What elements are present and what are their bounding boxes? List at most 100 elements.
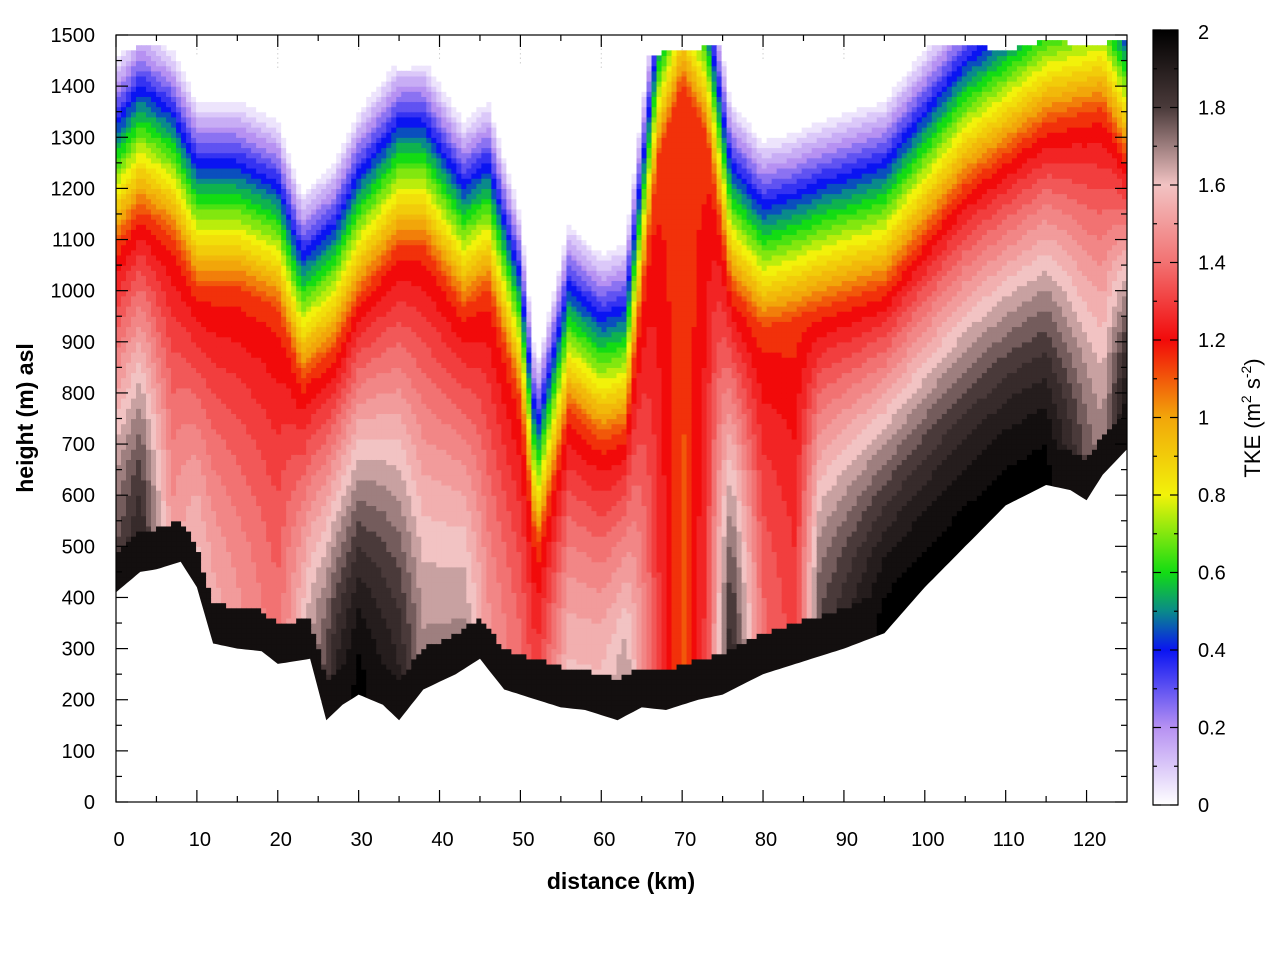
tke-cell xyxy=(201,183,207,189)
tke-cell xyxy=(181,362,187,368)
tke-cell xyxy=(326,469,332,476)
tke-cell xyxy=(301,132,307,138)
tke-cell xyxy=(326,162,332,169)
tke-cell xyxy=(161,469,167,476)
tke-cell xyxy=(271,254,277,261)
tke-cell xyxy=(156,265,162,271)
tke-cell xyxy=(281,602,287,609)
tke-cell xyxy=(131,116,137,123)
tke-cell xyxy=(221,311,227,317)
tke-cell xyxy=(166,91,172,97)
tke-cell xyxy=(216,617,222,624)
tke-cell xyxy=(191,127,197,133)
tke-cell xyxy=(246,244,252,251)
tke-cell xyxy=(291,336,297,343)
tke-cell xyxy=(126,438,132,445)
tke-cell xyxy=(266,418,272,425)
tke-cell xyxy=(261,479,267,486)
tke-cell xyxy=(211,403,217,409)
tke-cell xyxy=(276,433,282,440)
tke-cell xyxy=(206,495,212,501)
tke-cell xyxy=(131,474,137,481)
tke-cell xyxy=(191,398,197,404)
tke-cell xyxy=(196,142,202,149)
tke-cell xyxy=(141,178,147,184)
tke-cell xyxy=(241,377,247,384)
tke-cell xyxy=(266,295,272,302)
tke-cell xyxy=(156,275,162,282)
tke-cell xyxy=(316,592,322,599)
tke-cell xyxy=(156,254,162,261)
tke-cell xyxy=(326,295,332,302)
tke-cell xyxy=(211,147,217,154)
tke-cell xyxy=(266,510,272,517)
tke-cell xyxy=(156,91,162,97)
tke-cell xyxy=(256,398,262,404)
tke-cell xyxy=(276,464,282,471)
tke-cell xyxy=(331,577,337,583)
tke-cell xyxy=(121,423,127,430)
tke-cell xyxy=(176,50,182,57)
tke-cell xyxy=(311,612,317,619)
tke-cell xyxy=(306,433,312,440)
tke-cell xyxy=(261,607,267,614)
tke-cell xyxy=(266,203,272,210)
tke-cell xyxy=(141,341,147,348)
tke-cell xyxy=(226,152,232,159)
tke-cell xyxy=(256,193,262,200)
tke-cell xyxy=(271,474,277,481)
tke-cell xyxy=(201,157,207,164)
tke-cell xyxy=(141,495,147,501)
tke-cell xyxy=(196,464,202,471)
tke-cell xyxy=(246,367,252,374)
tke-cell xyxy=(326,653,332,660)
tke-cell xyxy=(201,510,207,517)
tke-cell xyxy=(136,418,142,425)
tke-cell xyxy=(161,484,167,491)
tke-cell xyxy=(201,479,207,486)
tke-cell xyxy=(196,392,202,399)
tke-cell xyxy=(276,280,282,287)
tke-cell xyxy=(261,326,267,333)
tke-cell xyxy=(231,157,237,164)
tke-cell xyxy=(261,346,267,353)
tke-cell xyxy=(266,428,272,435)
tke-cell xyxy=(131,520,137,527)
tke-cell xyxy=(301,464,307,471)
tke-cell xyxy=(211,101,217,108)
tke-cell xyxy=(236,198,242,205)
tke-cell xyxy=(331,198,337,205)
tke-cell xyxy=(146,362,152,368)
tke-cell xyxy=(186,536,192,542)
tke-cell xyxy=(141,295,147,302)
tke-cell xyxy=(286,495,292,501)
tke-cell xyxy=(116,219,122,225)
tke-cell xyxy=(261,490,267,496)
tke-cell xyxy=(136,101,142,108)
tke-cell xyxy=(191,474,197,481)
tke-cell xyxy=(176,275,182,282)
tke-cell xyxy=(126,167,132,174)
tke-cell xyxy=(246,571,252,578)
tke-cell xyxy=(161,265,167,271)
tke-cell xyxy=(171,321,177,328)
tke-cell xyxy=(191,500,197,507)
tke-cell xyxy=(166,367,172,374)
tke-cell xyxy=(236,316,242,322)
tke-cell xyxy=(186,188,192,195)
tke-cell xyxy=(326,224,332,230)
tke-cell xyxy=(241,86,247,92)
tke-cell xyxy=(316,249,322,256)
tke-cell xyxy=(296,428,302,435)
tke-cell xyxy=(181,382,187,389)
tke-cell xyxy=(161,106,167,113)
tke-cell xyxy=(161,244,167,251)
tke-cell xyxy=(151,357,157,363)
tke-cell xyxy=(331,709,337,716)
tke-cell xyxy=(126,224,132,230)
tke-cell xyxy=(161,295,167,302)
tke-cell xyxy=(256,403,262,409)
tke-cell xyxy=(186,392,192,399)
tke-cell xyxy=(311,265,317,271)
tke-cell xyxy=(116,249,122,256)
